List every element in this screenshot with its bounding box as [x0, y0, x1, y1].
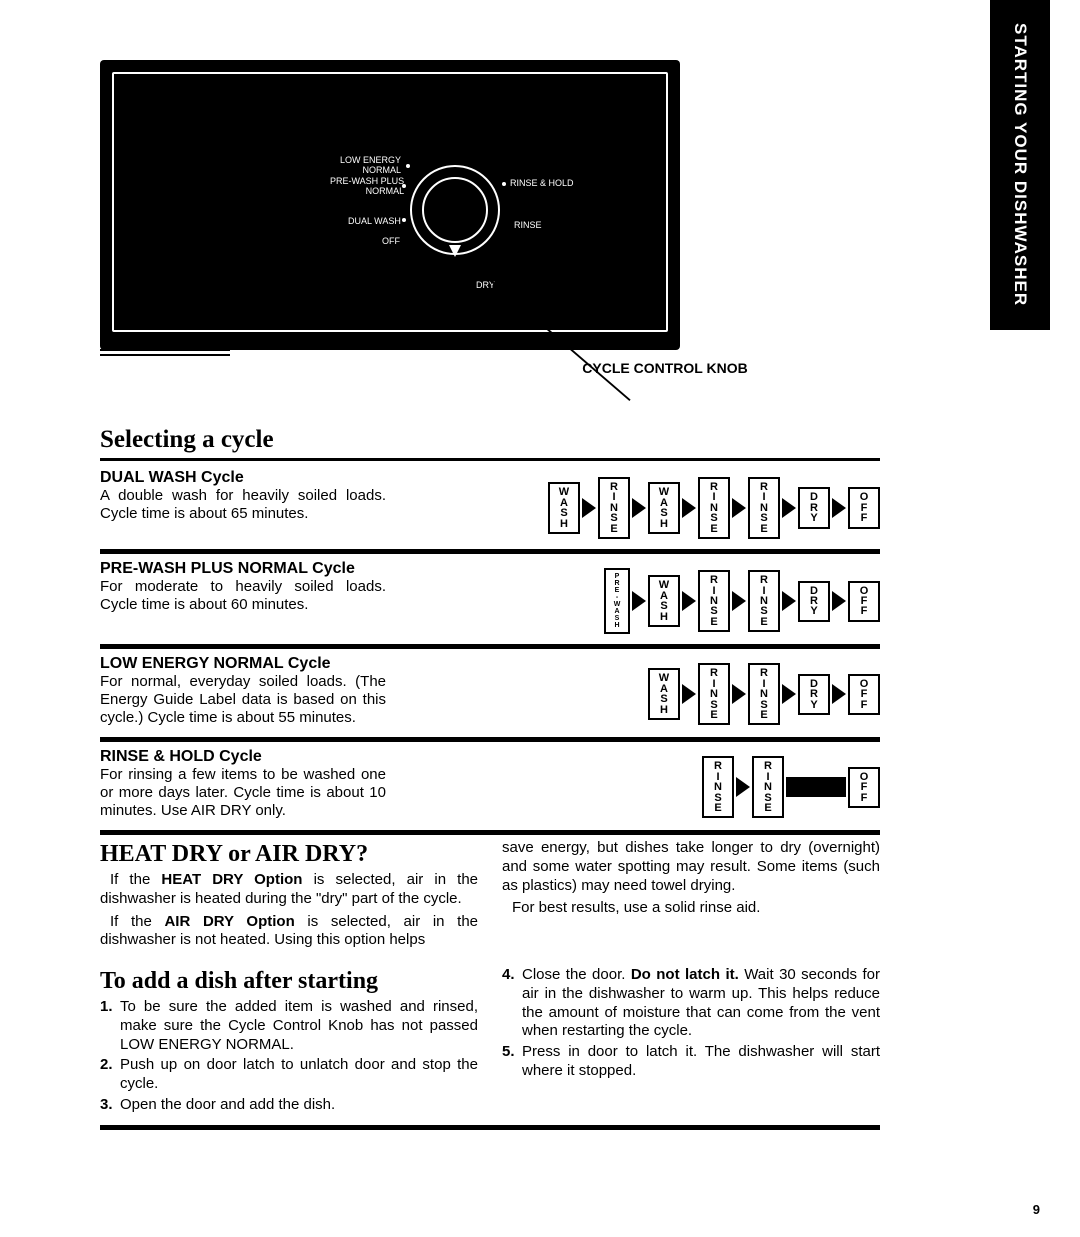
- arrow-icon: [682, 684, 696, 704]
- step-box-rinse: RINSE: [598, 477, 630, 539]
- cycle-description: A double wash for heavily soiled loads. …: [100, 487, 386, 523]
- cycle-title: RINSE & HOLD Cycle: [100, 748, 386, 766]
- step-box-wash: WASH: [648, 482, 680, 534]
- arrow-icon: [732, 684, 746, 704]
- arrow-icon: [632, 498, 646, 518]
- step-box-off: OFF: [848, 674, 880, 715]
- step-box-rinse: RINSE: [748, 663, 780, 725]
- step-box-rinse: RINSE: [698, 570, 730, 632]
- add-dish-section: To add a dish after starting To be sure …: [100, 962, 880, 1117]
- step-item: To be sure the added item is washed and …: [100, 998, 478, 1054]
- panel-label-rinse-hold: RINSE & HOLD: [510, 178, 574, 188]
- step-item: Open the door and add the dish.: [100, 1096, 478, 1115]
- panel-label-off: OFF: [382, 236, 400, 246]
- heat-dry-title: HEAT DRY or AIR DRY?: [100, 839, 478, 869]
- cycle-row: LOW ENERGY NORMAL Cycle For normal, ever…: [100, 649, 880, 742]
- arrow-icon: [732, 498, 746, 518]
- step-box-dry: DRY: [798, 581, 830, 622]
- step-box-dry: DRY: [798, 487, 830, 528]
- page-number: 9: [1033, 1202, 1040, 1217]
- add-dish-title: To add a dish after starting: [100, 966, 478, 996]
- step-box-off: OFF: [848, 767, 880, 808]
- cycle-diagram: WASH RINSE RINSE DRY OFF: [400, 655, 880, 725]
- cycle-row: DUAL WASH Cycle A double wash for heavil…: [100, 465, 880, 554]
- cycle-description: For rinsing a few items to be washed one…: [100, 766, 386, 820]
- step-box-prewash: PRE-WASH: [604, 568, 630, 634]
- step-box-dry: DRY: [798, 674, 830, 715]
- arrow-icon: [832, 498, 846, 518]
- cycle-title: PRE-WASH PLUS NORMAL Cycle: [100, 560, 386, 578]
- step-box-off: OFF: [848, 581, 880, 622]
- cycle-row: PRE-WASH PLUS NORMAL Cycle For moderate …: [100, 554, 880, 649]
- panel-label-low-energy: LOW ENERGYNORMAL: [340, 155, 401, 175]
- step-box-wash: WASH: [648, 575, 680, 627]
- paragraph: save energy, but dishes take longer to d…: [502, 839, 880, 895]
- section-tab-label: STARTING YOUR DISHWASHER: [1010, 23, 1030, 306]
- panel-label-rinse: RINSE: [514, 220, 542, 230]
- cycle-title: DUAL WASH Cycle: [100, 469, 386, 487]
- step-box-rinse: RINSE: [698, 477, 730, 539]
- paragraph: If the HEAT DRY Option is selected, air …: [100, 871, 478, 909]
- step-item: Close the door. Do not latch it. Wait 30…: [502, 966, 880, 1041]
- step-box-wash: WASH: [548, 482, 580, 534]
- arrow-icon: [736, 777, 750, 797]
- panel-label-dual: DUAL WASH: [348, 216, 401, 226]
- step-item: Push up on door latch to unlatch door an…: [100, 1056, 478, 1094]
- cycle-control-knob: [410, 165, 500, 255]
- step-box-wash: WASH: [648, 668, 680, 720]
- step-item: Press in door to latch it. The dishwashe…: [502, 1043, 880, 1081]
- arrow-icon: [782, 684, 796, 704]
- step-box-off: OFF: [848, 487, 880, 528]
- paragraph: For best results, use a solid rinse aid.: [502, 899, 880, 918]
- cycle-title: LOW ENERGY NORMAL Cycle: [100, 655, 386, 673]
- arrow-icon: [582, 498, 596, 518]
- cycle-diagram: WASH RINSE WASH RINSE RINSE DRY OFF: [400, 469, 880, 539]
- panel-label-prewash: PRE-WASH PLUSNORMAL: [330, 176, 404, 196]
- arrow-icon: [682, 591, 696, 611]
- step-box-rinse: RINSE: [752, 756, 784, 818]
- step-box-rinse: RINSE: [702, 756, 734, 818]
- cycle-row: RINSE & HOLD Cycle For rinsing a few ite…: [100, 742, 880, 835]
- section-title-selecting: Selecting a cycle: [100, 426, 880, 461]
- step-box-rinse: RINSE: [748, 570, 780, 632]
- panel-label-dry: DRY: [476, 280, 495, 290]
- heat-dry-section: HEAT DRY or AIR DRY? If the HEAT DRY Opt…: [100, 835, 880, 954]
- paragraph: If the AIR DRY Option is selected, air i…: [100, 913, 478, 951]
- arrow-icon: [832, 684, 846, 704]
- section-tab: STARTING YOUR DISHWASHER: [990, 0, 1050, 330]
- arrow-icon: [632, 591, 646, 611]
- arrow-icon: [732, 591, 746, 611]
- cycle-diagram: RINSE RINSE OFF: [400, 748, 880, 818]
- arrow-icon: [682, 498, 696, 518]
- bar-connector: [786, 777, 846, 797]
- cycle-description: For normal, everyday soiled loads. (The …: [100, 673, 386, 727]
- arrow-icon: [782, 591, 796, 611]
- step-box-rinse: RINSE: [748, 477, 780, 539]
- arrow-icon: [832, 591, 846, 611]
- step-box-rinse: RINSE: [698, 663, 730, 725]
- cycle-control-knob-caption: CYCLE CONTROL KNOB: [450, 360, 880, 376]
- cycle-diagram: PRE-WASH WASH RINSE RINSE DRY OFF: [400, 560, 880, 634]
- cycle-description: For moderate to heavily soiled loads. Cy…: [100, 578, 386, 614]
- control-panel-figure: LOW ENERGYNORMAL PRE-WASH PLUSNORMAL DUA…: [100, 60, 680, 350]
- arrow-icon: [782, 498, 796, 518]
